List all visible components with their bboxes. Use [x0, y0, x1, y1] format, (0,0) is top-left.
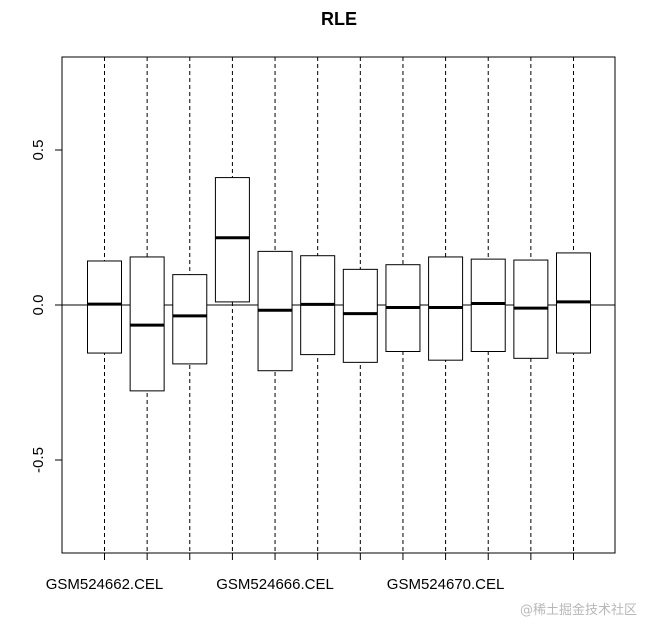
chart-title: RLE: [321, 9, 357, 29]
y-tick-label: 0.0: [30, 295, 47, 316]
box: [172, 274, 208, 365]
watermark: @稀土掘金技术社区: [520, 603, 638, 618]
y-tick-label: 0.5: [30, 140, 47, 161]
x-tick-label: GSM524666.CEL: [216, 576, 334, 593]
y-tick-label: -0.5: [30, 447, 47, 473]
box: [470, 258, 506, 352]
x-tick-label: GSM524670.CEL: [387, 576, 505, 593]
x-tick-label: GSM524662.CEL: [46, 576, 164, 593]
plot-area: -0.5 0.0 0.5 GSM524662.CEL GSM524666.CEL GSM5…: [30, 56, 616, 593]
box: [342, 268, 378, 363]
box: [87, 260, 122, 354]
box: [214, 177, 250, 303]
